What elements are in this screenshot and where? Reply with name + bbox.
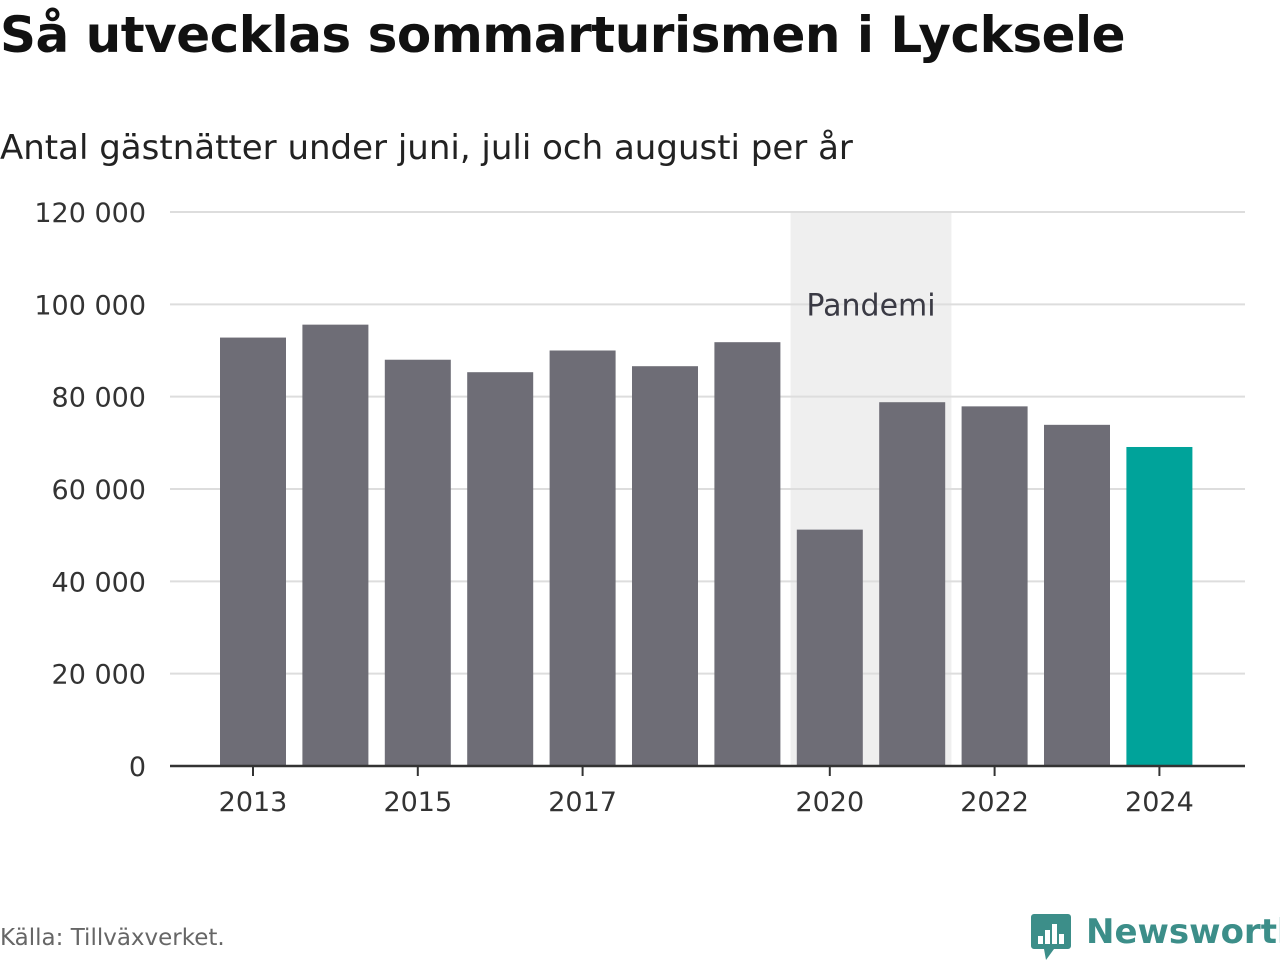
bar-2017	[549, 350, 616, 766]
chart-title: Så utvecklas sommarturismen i Lycksele	[0, 6, 1126, 64]
bar-2021	[879, 402, 946, 766]
newsworthy-logo-icon	[1031, 914, 1071, 960]
bar-2013	[220, 337, 286, 766]
bar-2019	[714, 342, 781, 766]
y-tick-label: 120 000	[34, 198, 146, 229]
bar-2023	[1044, 424, 1110, 766]
annotation-label: Pandemi	[806, 288, 935, 323]
source-note: Källa: Tillväxverket.	[0, 925, 225, 951]
y-tick-label: 100 000	[34, 290, 146, 321]
x-tick-label: 2015	[383, 787, 452, 818]
y-tick-label: 0	[129, 752, 146, 783]
bar-2018	[632, 366, 698, 766]
y-tick-label: 20 000	[52, 660, 146, 691]
x-tick-label: 2017	[548, 787, 617, 818]
bar-2024	[1126, 446, 1193, 766]
y-tick-label: 40 000	[52, 567, 146, 598]
bar-2015	[384, 359, 451, 766]
x-tick-label: 2020	[795, 787, 864, 818]
x-tick-label: 2022	[960, 787, 1029, 818]
brand-name: Newsworthy	[1086, 912, 1280, 952]
y-tick-label: 60 000	[52, 475, 146, 506]
brand-logo: Newsworthy	[1030, 908, 1280, 960]
bar-2020	[796, 529, 863, 766]
bar-2014	[302, 324, 369, 766]
bar-2016	[467, 372, 534, 766]
x-tick-label: 2013	[219, 787, 288, 818]
y-tick-label: 80 000	[52, 383, 146, 414]
x-tick-label: 2024	[1125, 787, 1194, 818]
chart-subtitle: Antal gästnätter under juni, juli och au…	[0, 128, 853, 168]
bar-2022	[961, 406, 1028, 766]
